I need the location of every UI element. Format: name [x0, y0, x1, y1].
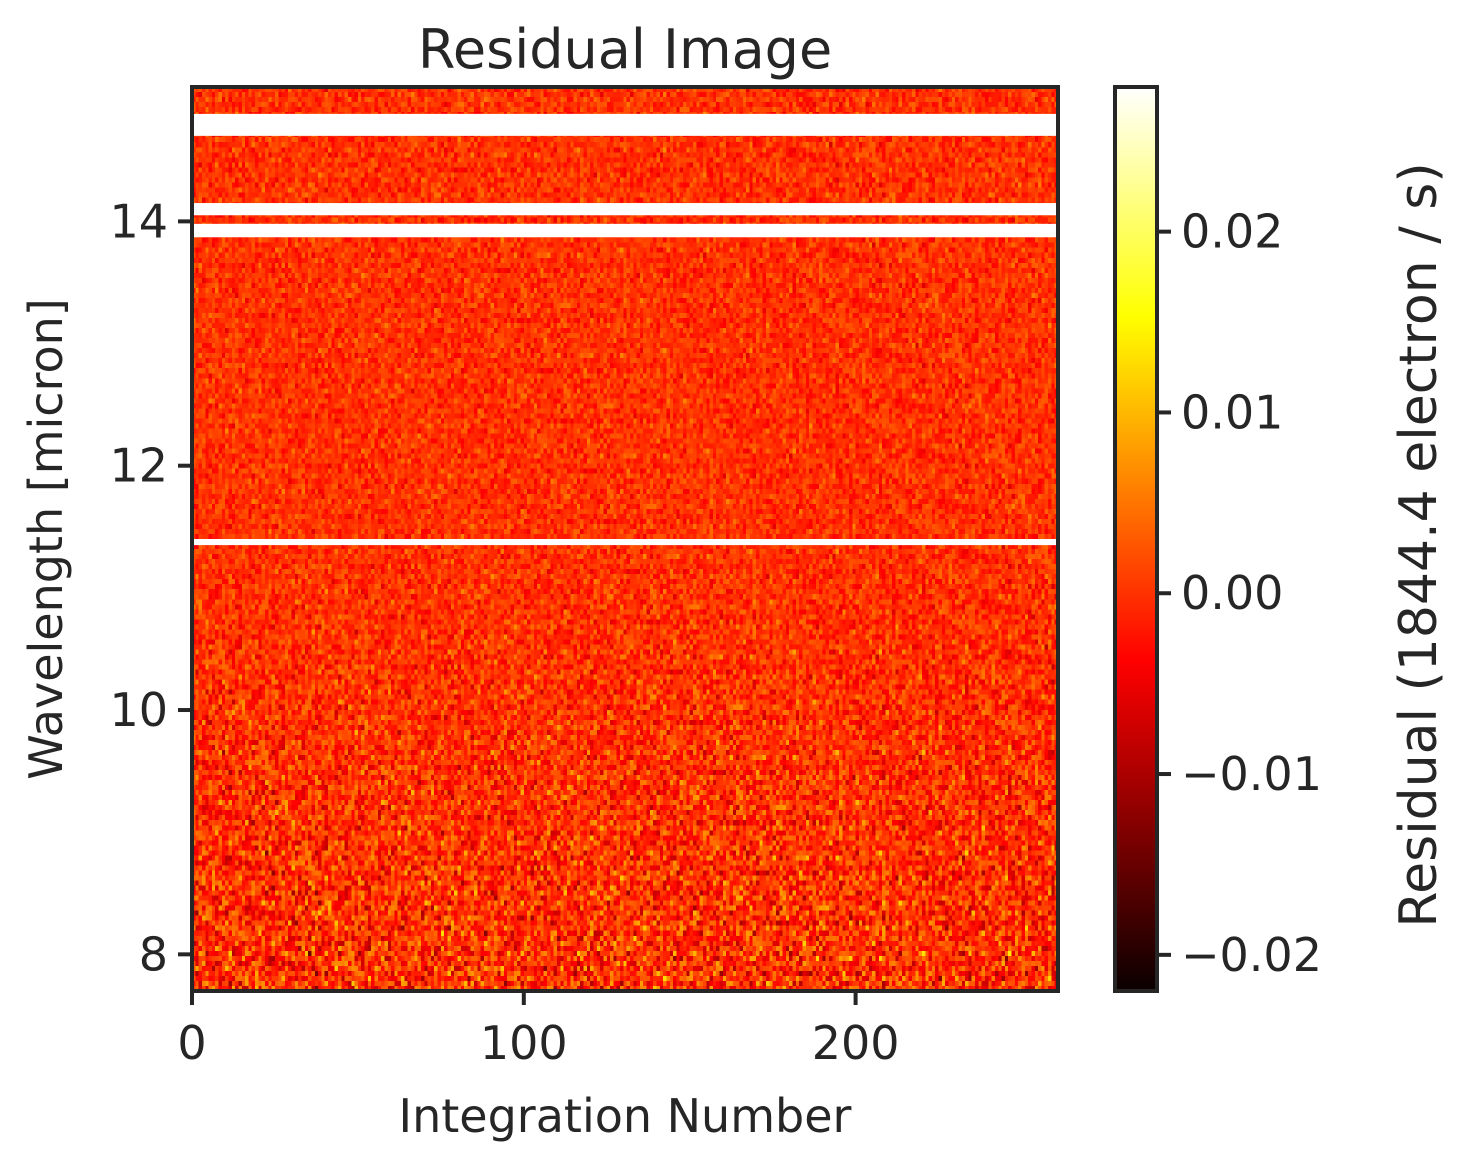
y-tick-label: 8 — [139, 927, 168, 981]
x-tick-label: 0 — [177, 1016, 206, 1070]
colorbar: −0.02 −0.01 0.00 0.01 0.02 — [1113, 85, 1322, 993]
masked-band-1 — [192, 223, 1058, 238]
x-tick-label: 100 — [480, 1016, 568, 1070]
masked-bands — [192, 113, 1058, 546]
x-axis: 0 100 200 — [177, 991, 900, 1070]
plot-frame — [190, 85, 1060, 993]
x-tick-label: 200 — [812, 1016, 900, 1070]
plot-area — [190, 85, 1060, 993]
colorbar-tick-label: 0.00 — [1181, 566, 1283, 620]
colorbar-tick-label: −0.02 — [1181, 928, 1322, 982]
masked-band-0 — [192, 113, 1058, 136]
colorbar-ticks: −0.02 −0.01 0.00 0.01 0.02 — [1157, 205, 1322, 982]
y-tick-label: 14 — [109, 194, 168, 248]
colorbar-tick-label: 0.01 — [1181, 385, 1283, 439]
y-axis-label: Wavelength [micron] — [19, 298, 73, 779]
colorbar-label: Residual (1844.4 electron / s) — [1389, 162, 1449, 927]
y-tick-label: 10 — [109, 683, 168, 737]
colorbar-tick-label: 0.02 — [1181, 205, 1283, 259]
masked-band-3 — [192, 539, 1058, 546]
colorbar-tick-label: −0.01 — [1181, 747, 1322, 801]
chart-title: Residual Image — [418, 18, 832, 81]
colorbar-gradient — [1113, 85, 1159, 993]
y-axis: 8 10 12 14 — [109, 194, 192, 981]
x-axis-label: Integration Number — [399, 1089, 852, 1143]
masked-band-2 — [192, 203, 1058, 216]
y-tick-label: 12 — [109, 439, 168, 493]
